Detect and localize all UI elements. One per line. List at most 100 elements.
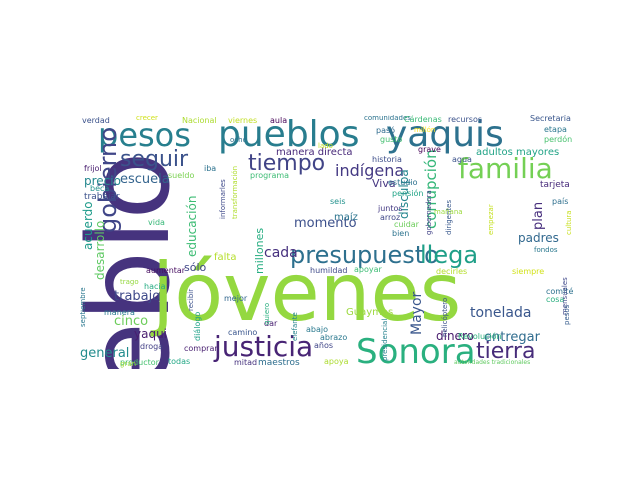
- word-plan: plan: [531, 201, 546, 230]
- word-trago: trago: [120, 278, 139, 286]
- word-general: general: [80, 346, 130, 361]
- word-cuidar: cuidar: [394, 220, 419, 229]
- word-dialogo: diálogo: [193, 311, 202, 341]
- word-pais: país: [552, 197, 569, 206]
- word-secretaria: Secretaría: [530, 115, 571, 123]
- word-camino: camino: [228, 328, 258, 337]
- word-yaqui: yaqui: [134, 327, 168, 341]
- word-educacion: educación: [185, 195, 199, 257]
- word-millon: millón: [414, 126, 436, 134]
- word-familia: familia: [458, 152, 553, 185]
- word-comite: comité: [546, 287, 574, 296]
- word-manera-directa: manera directa: [276, 147, 353, 158]
- word-tierra: tierra: [476, 339, 536, 364]
- word-agua: agua: [452, 155, 472, 164]
- word-seis: seis: [330, 197, 346, 206]
- word-beca: beca: [90, 184, 110, 193]
- word-padres: padres: [518, 231, 559, 245]
- word-grave: grave: [418, 145, 441, 154]
- word-pesos: pesos: [98, 116, 191, 154]
- word-trabajar: trabajar: [84, 192, 120, 202]
- word-iba: iba: [204, 164, 217, 173]
- word-tonelada: tonelada: [470, 305, 532, 321]
- word-nacional: Nacional: [182, 116, 217, 125]
- word-programa: programa: [250, 171, 290, 180]
- word-comunidades: comunidades: [364, 115, 411, 122]
- word-sonora: Sonora: [356, 332, 476, 369]
- word-transformacion: transformación: [231, 165, 239, 219]
- word-millones: millones: [253, 227, 266, 274]
- word-historia: historia: [372, 155, 402, 164]
- word-siempre: siempre: [512, 267, 545, 276]
- word-perdon: perdón: [544, 135, 573, 144]
- word-falta: falta: [214, 252, 237, 263]
- word-viernes: viernes: [228, 116, 258, 125]
- word-droga: droga: [140, 342, 164, 351]
- word-escuela: escuela: [120, 172, 170, 187]
- word-juntos: juntos: [378, 204, 403, 213]
- word-aumentar: aumentar: [146, 266, 186, 275]
- word-manana: mañana: [434, 208, 463, 216]
- word-pension: pensión: [392, 189, 424, 198]
- word-hacia: hacia: [144, 282, 166, 291]
- word-recibir: recibir: [187, 288, 195, 311]
- word-seguir: seguir: [120, 147, 189, 172]
- word-crecer: crecer: [136, 115, 158, 122]
- word-decirles: decirles: [436, 267, 468, 276]
- word-jovenes: jóvenes: [152, 246, 462, 339]
- word-informarles: informarles: [219, 179, 227, 219]
- word-guaymas: Guaymas: [346, 307, 394, 318]
- word-apoyar: apoyar: [354, 265, 382, 274]
- word-solo: sólo: [184, 261, 207, 274]
- word-abajo: abajo: [306, 325, 328, 334]
- word-lado: lado: [318, 142, 333, 150]
- word-ocho: ocho: [230, 136, 247, 144]
- word-cinco: cinco: [114, 314, 149, 329]
- word-dar: dar: [264, 319, 278, 328]
- word-etapa: etapa: [544, 125, 567, 134]
- word-bien: bien: [392, 229, 410, 238]
- word-gobernadora: gobernadora: [425, 190, 433, 235]
- word-gran: gran: [120, 360, 137, 368]
- word-sueldo: sueldo: [168, 171, 195, 180]
- word-estudio: estudio: [388, 178, 418, 187]
- word-arroz: arroz: [380, 213, 401, 222]
- word-autoridades-tradicionales: autoridades tradicionales: [454, 359, 531, 366]
- word-fondos: fondos: [534, 246, 558, 254]
- word-abrazo: abrazo: [320, 333, 348, 342]
- word-momento: momento: [294, 216, 357, 231]
- word-adultos-mayores: adultos mayores: [476, 147, 560, 158]
- word-mayor: Mayor: [409, 291, 425, 335]
- word-paso: pasó: [376, 126, 396, 135]
- word-maestros: maestros: [258, 358, 300, 368]
- word-cultura: cultura: [565, 210, 573, 235]
- word-anos: años: [314, 341, 334, 350]
- word-humildad: humildad: [310, 266, 348, 275]
- word-trabajo: trabajo: [114, 289, 161, 304]
- word-pesos-small: pesos: [563, 304, 571, 325]
- word-cardenas: Cárdenas: [404, 115, 442, 124]
- word-septiembre: septiembre: [80, 287, 87, 327]
- word-helicoptero: helicóptero: [441, 297, 449, 337]
- word-cloud: pueblo jóvenes pueblos yaquis pesos fami…: [80, 115, 575, 369]
- word-justicia: justicia: [214, 330, 314, 363]
- word-mejor: mejor: [224, 294, 248, 303]
- word-yaquis: yaquis: [386, 115, 504, 155]
- word-tiempo: tiempo: [248, 151, 326, 176]
- word-empezar: empezar: [487, 204, 495, 235]
- word-desarrollo: desarrollo: [93, 220, 107, 280]
- word-aula: aula: [270, 116, 288, 125]
- word-recursos: recursos: [448, 115, 483, 124]
- word-viva: Viva: [372, 177, 396, 190]
- word-pueblos: pueblos: [218, 115, 360, 155]
- word-manera: manera: [104, 308, 135, 317]
- word-cada: cada: [264, 245, 298, 261]
- word-comprar: comprar: [184, 344, 218, 353]
- word-entregar: entregar: [484, 330, 540, 345]
- word-presidencial: presidencial: [381, 318, 389, 361]
- word-dirigentes: dirigentes: [445, 199, 453, 235]
- word-revolucion: Revolución: [458, 332, 502, 341]
- word-todas: todas: [168, 357, 191, 366]
- word-productor: productor: [120, 358, 159, 367]
- word-indigena: indígena: [335, 161, 405, 180]
